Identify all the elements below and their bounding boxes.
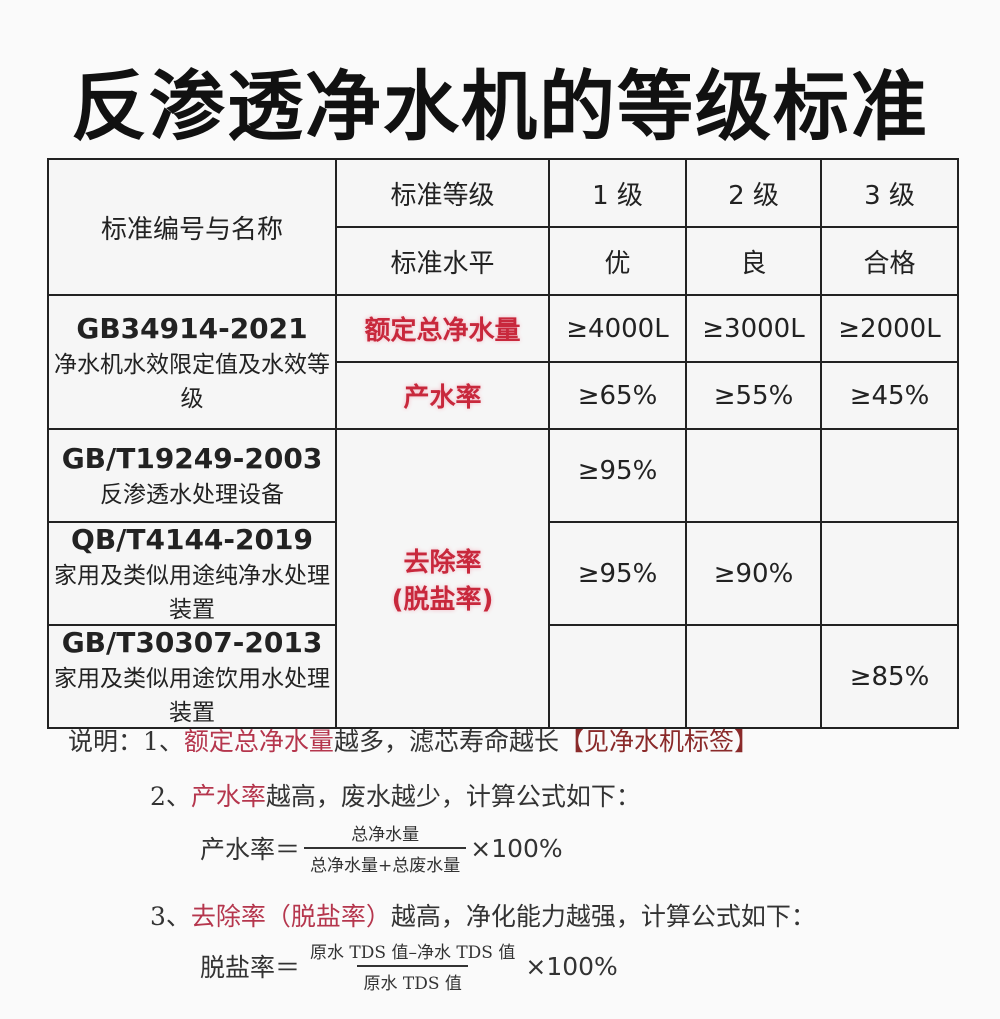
value-cell: ≥4000L <box>548 294 687 363</box>
value-cell <box>685 624 822 729</box>
header-level: 标准水平 <box>335 226 550 296</box>
numerator: 原水 TDS 值–净水 TDS 值 <box>310 943 516 963</box>
standard-name: 反渗透水处理设备 <box>100 482 284 508</box>
metric-label: 额定总净水量 <box>335 294 550 363</box>
value-cell: ≥95% <box>548 428 687 523</box>
note-2: 2、产水率越高，废水越少，计算公式如下： <box>150 777 641 813</box>
level-1: 优 <box>548 226 687 296</box>
note-highlight: 产水率 <box>190 782 266 811</box>
note-highlight: 去除率（脱盐率） <box>190 902 391 931</box>
formula-lhs: 脱盐率＝ <box>200 953 301 982</box>
value-cell: ≥45% <box>820 361 959 430</box>
value-cell: ≥65% <box>548 361 687 430</box>
standard-code: QB/T4144-2019 <box>71 523 313 556</box>
standard-name: 家用及类似用途饮用水处理装置 <box>54 666 330 726</box>
standard-cell: QB/T4144-2019 家用及类似用途纯净水处理装置 <box>47 521 337 626</box>
header-grade: 标准等级 <box>335 158 550 228</box>
grade-3: 3 级 <box>820 158 959 228</box>
formula-multiplier: ×100% <box>525 951 618 981</box>
note-text: 越高，净化能力越强，计算公式如下： <box>390 902 816 931</box>
note-number: 1、 <box>143 727 184 756</box>
grade-2: 2 级 <box>685 158 822 228</box>
standard-cell: GB/T19249-2003 反渗透水处理设备 <box>47 428 337 523</box>
note-number: 2、 <box>150 782 191 811</box>
formula-multiplier: ×100% <box>470 833 563 863</box>
grade-1: 1 级 <box>548 158 687 228</box>
note-1: 说明：1、额定总净水量越多，滤芯寿命越长【见净水机标签】 <box>68 722 759 758</box>
note-text: 越高，废水越少，计算公式如下： <box>265 782 641 811</box>
formula-yield: 产水率＝ 总净水量 总净水量+总废水量 ×100% <box>200 820 563 876</box>
grade-standard-table: 标准编号与名称 标准等级 1 级 2 级 3 级 标准水平 优 良 合格 GB3… <box>47 158 959 729</box>
standard-name: 净水机水效限定值及水效等级 <box>54 351 330 412</box>
value-cell <box>548 624 687 729</box>
value-cell <box>820 521 959 626</box>
note-3: 3、去除率（脱盐率）越高，净化能力越强，计算公式如下： <box>150 897 816 933</box>
value-cell: ≥3000L <box>685 294 822 363</box>
denominator: 原水 TDS 值 <box>357 965 468 994</box>
formula-lhs: 产水率＝ <box>200 835 301 864</box>
removal-label: 去除率 <box>403 547 482 578</box>
header-standard: 标准编号与名称 <box>47 158 337 296</box>
standard-cell: GB34914-2021 净水机水效限定值及水效等级 <box>47 294 337 430</box>
value-cell: ≥85% <box>820 624 959 729</box>
value-cell: ≥2000L <box>820 294 959 363</box>
metric-label: 产水率 <box>335 361 550 430</box>
metric-label-removal: 去除率 (脱盐率) <box>335 428 550 729</box>
fraction: 总净水量 总净水量+总废水量 <box>304 820 467 876</box>
fraction: 原水 TDS 值–净水 TDS 值原水 TDS 值 <box>304 938 521 994</box>
value-cell: ≥55% <box>685 361 822 430</box>
level-2: 良 <box>685 226 822 296</box>
standard-code: GB/T19249-2003 <box>61 442 323 475</box>
standard-code: GB34914-2021 <box>76 311 308 345</box>
value-cell <box>685 428 822 523</box>
notes-prefix: 说明： <box>68 727 144 756</box>
value-cell: ≥90% <box>685 521 822 626</box>
note-highlight: 额定总净水量 <box>183 727 334 756</box>
note-number: 3、 <box>150 902 191 931</box>
note-bracket: 【见净水机标签】 <box>558 727 759 756</box>
standard-name: 家用及类似用途纯净水处理装置 <box>54 563 330 623</box>
standard-code: GB/T30307-2013 <box>61 626 323 659</box>
denominator: 总净水量+总废水量 <box>304 847 467 876</box>
value-cell: ≥95% <box>548 521 687 626</box>
value-cell <box>820 428 959 523</box>
desalination-label: (脱盐率) <box>391 584 494 615</box>
page-title: 反渗透净水机的等级标准 <box>71 62 929 151</box>
formula-desalination: 脱盐率＝ 原水 TDS 值–净水 TDS 值原水 TDS 值 ×100% <box>200 938 618 994</box>
numerator: 总净水量 <box>351 825 420 845</box>
standard-cell: GB/T30307-2013 家用及类似用途饮用水处理装置 <box>47 624 337 729</box>
note-text: 越多，滤芯寿命越长 <box>333 727 559 756</box>
level-3: 合格 <box>820 226 959 296</box>
